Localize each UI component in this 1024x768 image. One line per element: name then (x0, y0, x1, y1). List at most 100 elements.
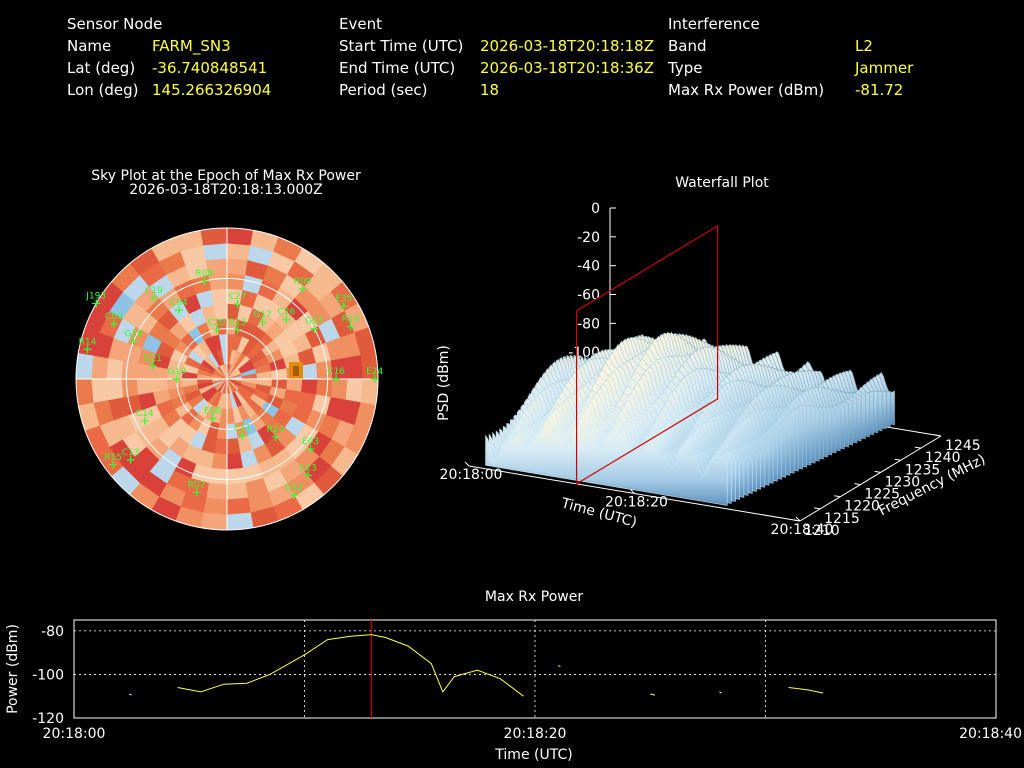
power-xtick-label: 20:18:40 (959, 726, 1022, 742)
satellite-marker: G21 (143, 354, 162, 370)
satellite-marker: R24 (267, 425, 285, 441)
freq-tick (834, 495, 841, 498)
z-tick-label: 0 (591, 201, 600, 217)
sky-cell (210, 288, 228, 305)
sky-hotspot-core (293, 366, 299, 376)
freq-tick (874, 470, 881, 473)
sky-cell (76, 352, 94, 380)
satellite-marker: E03 (302, 437, 319, 454)
max-rx-power-label: Max Rx Power (dBm) (668, 81, 825, 99)
satellite-marker: G07 (305, 317, 323, 333)
sky-cell (203, 242, 228, 261)
satellite-plus (174, 306, 183, 315)
sensor-node-panel: Sensor Node Name FARM_SN3 Lat (deg) -36.74… (67, 13, 271, 101)
satellite-plus (212, 325, 221, 334)
satellite-marker: C09 (105, 312, 123, 328)
freq-tick-label: 1235 (905, 462, 941, 478)
satellite-plus (172, 375, 181, 383)
power-ytick-label: -120 (32, 711, 64, 727)
satellite-plus (290, 491, 299, 500)
waterfall-plot: Waterfall Plot 0-20-40-60-80-100-12020:1… (436, 175, 988, 539)
satellite-label: J193 (85, 292, 106, 302)
sky-cell (105, 357, 124, 380)
freq-tick-label: 1210 (804, 523, 840, 539)
satellite-marker: G10 (167, 367, 186, 383)
satellite-plus (238, 431, 247, 440)
power-xtick-label: 20:18:20 (504, 726, 567, 742)
sky-cell (301, 362, 318, 380)
waterfall-axes: 0-20-40-60-80-100-12020:18:0020:18:2020:… (440, 201, 981, 539)
satellite-plus (109, 319, 118, 328)
waterfall-surface (485, 331, 896, 506)
end-time-value: 2026-03-18T20:18:36Z (480, 59, 654, 77)
satellite-label: E24 (366, 367, 383, 377)
satellite-label: C20 (208, 318, 226, 328)
satellite-marker: E24 (366, 367, 383, 383)
sky-cell (330, 378, 349, 401)
band-value: L2 (855, 37, 873, 55)
satellite-label: R08 (195, 269, 213, 279)
satellite-plus (306, 445, 315, 454)
freq-tick (914, 446, 921, 449)
sky-cell (226, 467, 246, 485)
sky-cell (226, 438, 241, 455)
waterfall-title: Waterfall Plot (675, 175, 769, 191)
name-label: Name (67, 37, 112, 55)
satellite-label: C09 (105, 312, 123, 322)
satellite-marker: E35 (335, 294, 352, 311)
sky-cell (226, 228, 254, 246)
freq-tick-label: 1215 (824, 511, 860, 527)
time-tick (464, 461, 470, 467)
sky-cell (105, 378, 124, 401)
satellite-label: R23 (229, 318, 247, 328)
interference-panel: Interference Band L2 Type Jammer Max Rx Po… (668, 13, 913, 101)
satellite-marker: R08 (195, 269, 213, 285)
power-segment (788, 687, 824, 694)
z-tick-label: -60 (577, 288, 600, 304)
sky-plot: Sky Plot at the Epoch of Max Rx Power 20… (75, 168, 383, 531)
type-label: Type (668, 59, 703, 77)
satellite-plus (282, 315, 291, 324)
freq-tick-label: 1220 (844, 499, 880, 515)
satellite-label: C04 (170, 298, 188, 308)
sky-cell (208, 467, 228, 485)
waterfall-ridge (485, 419, 728, 506)
satellite-marker: C14 (136, 409, 154, 425)
power-line (129, 634, 824, 697)
freq-tick-label: 1240 (925, 450, 961, 466)
period-label: Period (sec) (339, 81, 428, 99)
sky-cell (121, 360, 139, 380)
sky-cell (90, 355, 109, 380)
satellite-plus (258, 318, 267, 327)
end-time-label: End Time (UTC) (339, 59, 456, 77)
satellite-label: C23 (299, 463, 317, 473)
name-value: FARM_SN3 (152, 37, 231, 55)
sky-cell (200, 512, 228, 530)
power-segment (129, 693, 132, 696)
start-time-value: 2026-03-18T20:18:18Z (480, 37, 654, 55)
satellite-marker: R09 (294, 277, 312, 294)
freq-tick-label: 1230 (885, 474, 921, 490)
satellite-plus (346, 322, 355, 331)
sky-cell (136, 378, 153, 396)
satellite-plus (92, 299, 101, 308)
time-tick-label: 20:18:20 (605, 495, 668, 511)
sky-cell (203, 497, 228, 516)
sky-cell (90, 378, 109, 403)
power-segment (719, 691, 722, 694)
satellite-plus (129, 337, 138, 346)
freq-tick-label: 1225 (864, 487, 900, 503)
satellite-plus (303, 471, 312, 480)
satellite-plus (150, 293, 159, 302)
sky-cell (200, 228, 228, 246)
sky-cell (360, 378, 378, 406)
satellite-marker: G12 (285, 483, 303, 500)
satellite-marker: C20 (208, 318, 226, 334)
sky-cell (226, 512, 254, 530)
satellite-plus (83, 345, 92, 354)
satellite-marker: C19 (145, 286, 163, 302)
sky-cell (151, 378, 168, 393)
satellite-label: C16 (327, 367, 345, 377)
time-tick (795, 516, 801, 522)
